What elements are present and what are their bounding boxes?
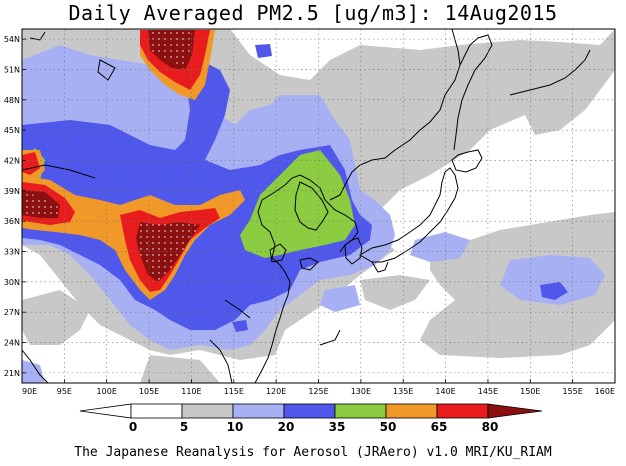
colorbar-level-label: 20 xyxy=(278,420,295,434)
lat-tick-label: 27N xyxy=(4,308,20,317)
lat-tick-label: 24N xyxy=(4,339,20,348)
lat-tick-label: 21N xyxy=(4,369,20,378)
colorbar-high-extension xyxy=(487,403,543,419)
colorbar-level-label: 35 xyxy=(329,420,346,434)
colorbar-segment xyxy=(436,403,489,419)
lat-tick-label: 45N xyxy=(4,126,20,135)
lat-tick-label: 33N xyxy=(4,248,20,257)
colorbar-level-label: 65 xyxy=(431,420,448,434)
colorbar-segment xyxy=(334,403,387,419)
lat-tick-label: 48N xyxy=(4,96,20,105)
longitude-tick-labels: 90E 95E 100E 105E 110E 115E 120E 125E 130E 135E 14… xyxy=(21,379,616,396)
lon-tick-label: 160E xyxy=(595,387,615,396)
colorbar: 0 5 10 20 35 50 65 80 xyxy=(79,403,543,434)
lon-tick-label: 145E xyxy=(478,387,498,396)
lon-tick-label: 125E xyxy=(308,387,328,396)
lat-tick-label: 36N xyxy=(4,217,20,226)
stipple-overlay xyxy=(22,30,200,282)
contour-20-35 xyxy=(22,44,568,332)
lon-tick-label: 95E xyxy=(57,387,72,396)
latitude-tick-labels: 21N 24N 27N 30N 33N 36N 39N 42N 45N 48N 51N 54N xyxy=(4,35,26,378)
colorbar-level-label: 5 xyxy=(180,420,188,434)
lat-tick-label: 51N xyxy=(4,65,20,74)
lon-tick-label: 130E xyxy=(351,387,371,396)
lon-tick-label: 105E xyxy=(139,387,159,396)
colorbar-level-label: 50 xyxy=(380,420,397,434)
colorbar-segment xyxy=(232,403,285,419)
colorbar-segment xyxy=(385,403,438,419)
colorbar-segment xyxy=(130,403,183,419)
map-title: Daily Averaged PM2.5 [ug/m3]: 14Aug2015 xyxy=(68,1,558,25)
colorbar-level-label: 0 xyxy=(129,420,137,434)
colorbar-low-extension xyxy=(79,403,132,419)
lon-tick-label: 100E xyxy=(97,387,117,396)
lon-tick-label: 110E xyxy=(181,387,201,396)
colorbar-level-label: 80 xyxy=(482,420,499,434)
lon-tick-label: 150E xyxy=(520,387,540,396)
colorbar-segment xyxy=(283,403,336,419)
lon-tick-label: 115E xyxy=(224,387,244,396)
lon-tick-label: 140E xyxy=(435,387,455,396)
lat-tick-label: 30N xyxy=(4,278,20,287)
lat-tick-label: 42N xyxy=(4,156,20,165)
lon-tick-label: 90E xyxy=(22,387,37,396)
colorbar-segment xyxy=(181,403,234,419)
lon-tick-label: 155E xyxy=(562,387,582,396)
lon-tick-label: 120E xyxy=(266,387,286,396)
lat-tick-label: 54N xyxy=(4,35,20,44)
lat-tick-label: 39N xyxy=(4,187,20,196)
colorbar-level-label: 10 xyxy=(227,420,244,434)
lon-tick-label: 135E xyxy=(393,387,413,396)
credit-line: The Japanese Reanalysis for Aerosol (JRA… xyxy=(74,445,552,460)
